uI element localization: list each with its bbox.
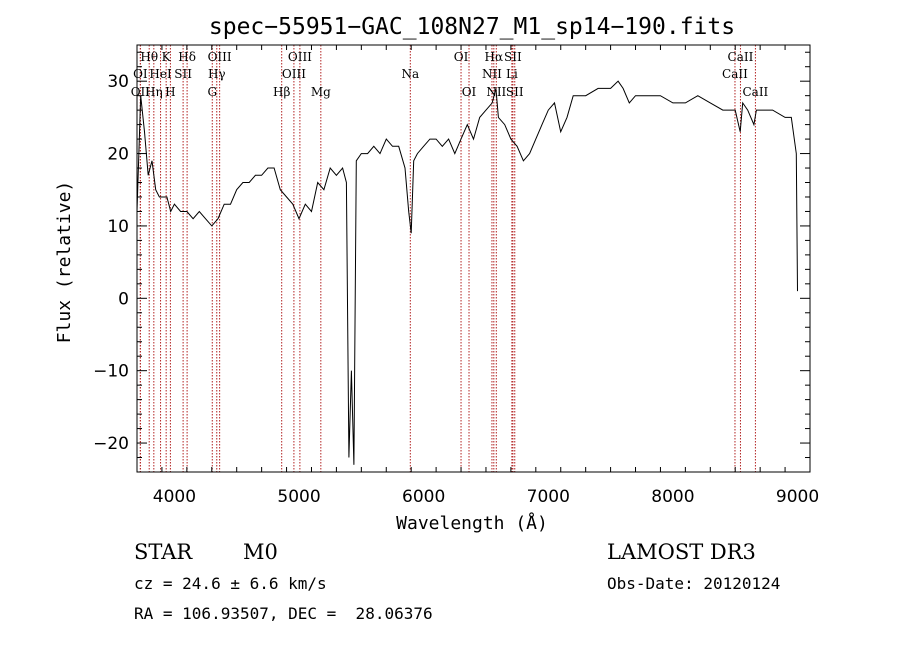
x-axis: 4000 5000 6000 7000 8000 9000 [136,45,819,507]
object-class: STAR [134,540,193,564]
object-subclass: M0 [243,540,278,564]
line-marker-label: OII [131,85,151,99]
y-axis: −20 −10 0 10 20 30 [93,51,810,473]
line-marker-label: HeI [149,67,172,81]
line-marker-label: Hη [145,85,163,99]
line-marker-label: Li [506,67,518,81]
x-tick-label: 4000 [153,487,196,507]
line-marker-label: Hγ [208,67,226,81]
spectrum-line [136,80,798,465]
coordinates: RA = 106.93507, DEC = 28.06376 [134,604,433,623]
redshift-text: cz = 24.6 ± 6.6 km/s [134,574,327,593]
line-marker-label: OI [454,50,469,64]
line-marker-label: K [162,50,172,64]
line-marker-label: Hα [485,50,504,64]
line-marker-label: CaII [722,67,748,81]
line-marker-label: SII [504,50,522,64]
line-marker-label: OIII [288,50,312,64]
line-marker-label: OI [133,67,148,81]
survey-name: LAMOST DR3 [607,540,756,564]
x-tick-label: 5000 [277,487,320,507]
line-marker-label: Hβ [273,85,290,99]
y-tick-label: −10 [93,362,129,382]
chart-title: spec−55951−GAC_108N27_M1_sp14−190.fits [209,14,735,40]
line-marker-label: OIII [282,67,306,81]
line-markers [139,45,756,472]
y-tick-label: 0 [118,289,129,309]
line-marker-label: Na [401,67,419,81]
plot-frame [136,44,811,473]
line-marker-label: OIII [208,50,232,64]
y-tick-label: 20 [107,145,129,165]
y-tick-label: 10 [107,217,129,237]
line-marker-label: H [165,85,175,99]
x-tick-label: 6000 [402,487,445,507]
obs-date: Obs-Date: 20120124 [607,574,781,593]
line-marker-label: SII [174,67,192,81]
y-tick-label: −20 [93,434,129,454]
line-marker-label: Mg [311,85,331,99]
x-tick-label: 9000 [776,487,819,507]
line-marker-label: OI [462,85,477,99]
line-marker-label: SII [506,85,524,99]
line-marker-label: G [207,85,217,99]
x-tick-label: 7000 [527,487,570,507]
line-marker-label: Hδ [178,50,196,64]
line-marker-label: CaII [742,85,768,99]
line-marker-label: Hθ [140,50,158,64]
x-tick-label: 8000 [651,487,694,507]
line-marker-label: NII [482,67,502,81]
line-marker-label: CaII [728,50,754,64]
y-tick-label: 30 [107,72,129,92]
y-axis-label: Flux (relative) [54,181,75,344]
x-axis-label: Wavelength (Å) [396,512,548,534]
